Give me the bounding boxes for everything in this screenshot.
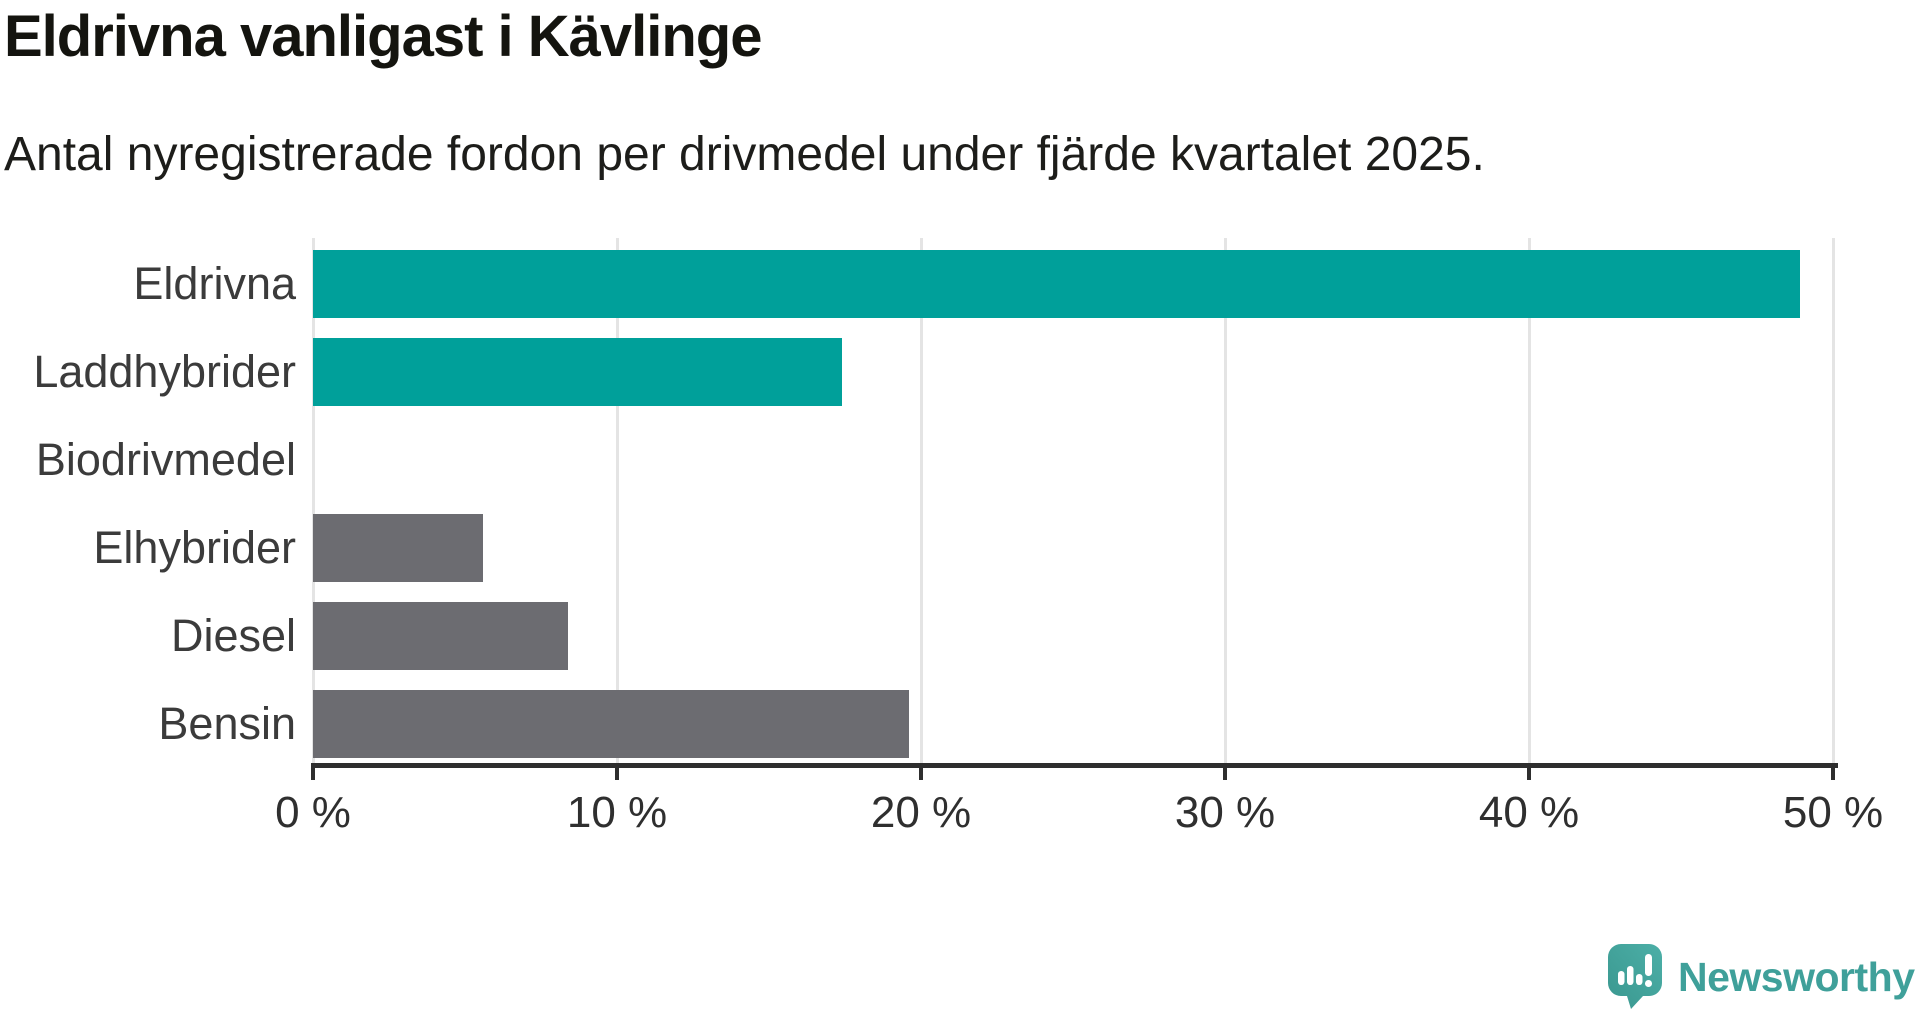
newsworthy-logo-icon [1608, 944, 1662, 1009]
bar-diesel [313, 602, 569, 670]
axis-tick-label: 20 % [870, 788, 972, 837]
chart-subtitle: Antal nyregistrerade fordon per drivmede… [4, 128, 1485, 181]
gridline [1528, 238, 1531, 765]
axis-tick-label: 50 % [1782, 788, 1884, 837]
axis-tick [615, 766, 619, 780]
category-label-eldrivna: Eldrivna [133, 258, 296, 309]
category-label-diesel: Diesel [170, 610, 296, 661]
gridline [616, 238, 619, 765]
axis-tick [919, 766, 923, 780]
chart-title: Eldrivna vanligast i Kävlinge [4, 4, 762, 69]
axis-tick-label: 40 % [1478, 788, 1580, 837]
axis-tick [1527, 766, 1531, 780]
axis-tick-label: 30 % [1174, 788, 1276, 837]
axis-tick-label: 0 % [275, 788, 351, 837]
branding[interactable]: Newsworthy [1608, 944, 1915, 1010]
axis-tick-label: 10 % [566, 788, 668, 837]
x-axis-line [311, 763, 1838, 768]
axis-tick [1223, 766, 1227, 780]
brand-name: Newsworthy [1678, 954, 1915, 1000]
axis-tick [311, 766, 315, 780]
category-label-laddhybrider: Laddhybrider [33, 346, 296, 397]
plot-area [312, 238, 1835, 765]
axis-tick [1831, 766, 1835, 780]
gridline [1224, 238, 1227, 765]
category-label-bensin: Bensin [158, 698, 296, 749]
category-axis: Eldrivna Laddhybrider Biodrivmedel Elhybrid… [0, 238, 296, 765]
bar-elhybrider [313, 514, 484, 582]
gridline [1832, 238, 1835, 765]
gridline [312, 238, 315, 765]
bar-eldrivna [313, 250, 1800, 318]
bar-laddhybrider [313, 338, 842, 406]
category-label-elhybrider: Elhybrider [93, 522, 296, 573]
bar-bensin [313, 690, 909, 758]
category-label-biodrivmedel: Biodrivmedel [35, 434, 296, 485]
gridline [920, 238, 923, 765]
